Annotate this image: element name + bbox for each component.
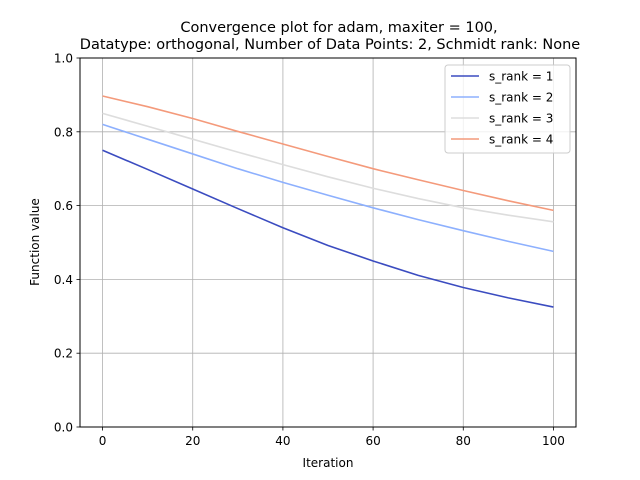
x-axis-label: Iteration [303,456,354,470]
axis-ticks: 0 20 40 60 80 100 0.0 0.2 0.4 0.6 0.8 1.0 [54,52,565,449]
x-tick-label: 100 [542,434,565,448]
x-tick-label: 80 [456,434,471,448]
chart-title-line-1: Convergence plot for adam, maxiter = 100… [180,20,497,36]
y-tick-label: 1.0 [54,52,73,66]
x-tick-label: 20 [185,434,200,448]
series-line-4 [102,95,554,212]
legend-label: s_rank = 2 [489,91,553,105]
legend-label: s_rank = 3 [489,112,553,126]
legend-box [444,64,571,154]
x-tick-label: 40 [275,434,290,448]
y-tick-label: 0.0 [54,421,73,435]
legend-label: s_rank = 4 [489,133,553,147]
series-line-3 [102,112,554,223]
y-tick-label: 0.8 [54,125,73,139]
x-tick-label: 60 [365,434,380,448]
y-tick-label: 0.4 [54,273,73,287]
y-tick-label: 0.6 [54,199,73,213]
chart-title-line-2: Datatype: orthogonal, Number of Data Poi… [80,37,581,53]
y-tick-label: 0.2 [54,347,73,361]
series-line-2 [102,123,554,253]
legend: s_rank = 1 s_rank = 2 s_rank = 3 s_rank = 4 [444,64,571,154]
legend-label: s_rank = 1 [489,70,553,84]
series-line-1 [102,149,554,308]
x-tick-label: 0 [99,434,107,448]
y-axis-label: Function value [28,198,42,286]
series-layer [102,95,554,308]
plot-area-frame [79,57,577,428]
